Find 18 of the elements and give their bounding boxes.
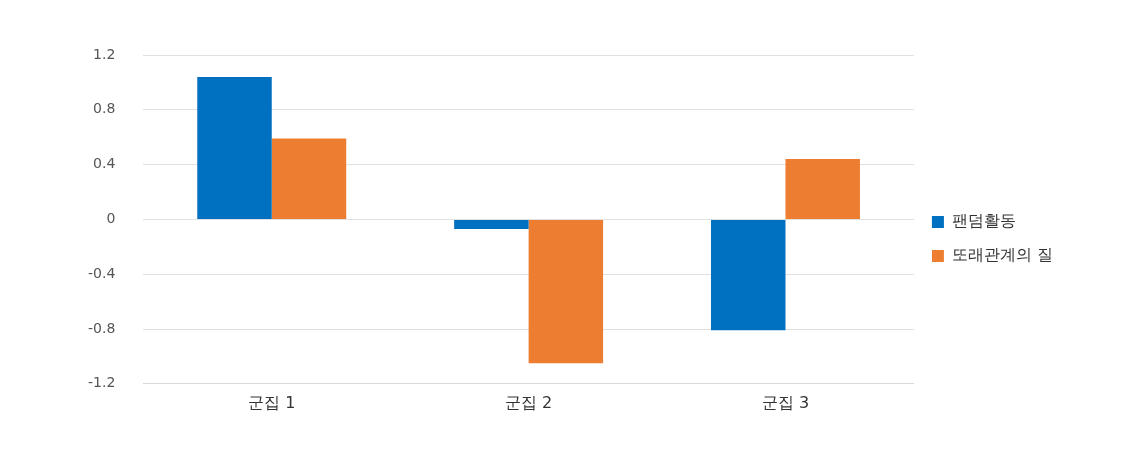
bar: [197, 76, 272, 219]
bar: [271, 138, 347, 219]
x-tick-label: 군집 2: [504, 392, 553, 412]
y-tick-label: 1.2: [93, 45, 116, 62]
bar: [785, 159, 860, 219]
y-tick-label: 0.4: [93, 155, 116, 172]
legend-label: 또래관계의 질: [951, 245, 1054, 265]
y-tick-label: -1.2: [87, 374, 116, 391]
bar: [454, 219, 529, 229]
bar: [710, 219, 786, 331]
x-tick-label: 군집 3: [761, 392, 810, 412]
y-tick-label: 0: [106, 210, 116, 227]
y-tick-label: 0.8: [93, 100, 116, 117]
y-tick-label: -0.8: [87, 319, 116, 336]
bar: [528, 219, 604, 364]
x-tick-label: 군집 1: [248, 392, 296, 412]
y-tick-label: -0.4: [87, 264, 116, 281]
legend-label: 팬덤활동: [951, 211, 1016, 231]
